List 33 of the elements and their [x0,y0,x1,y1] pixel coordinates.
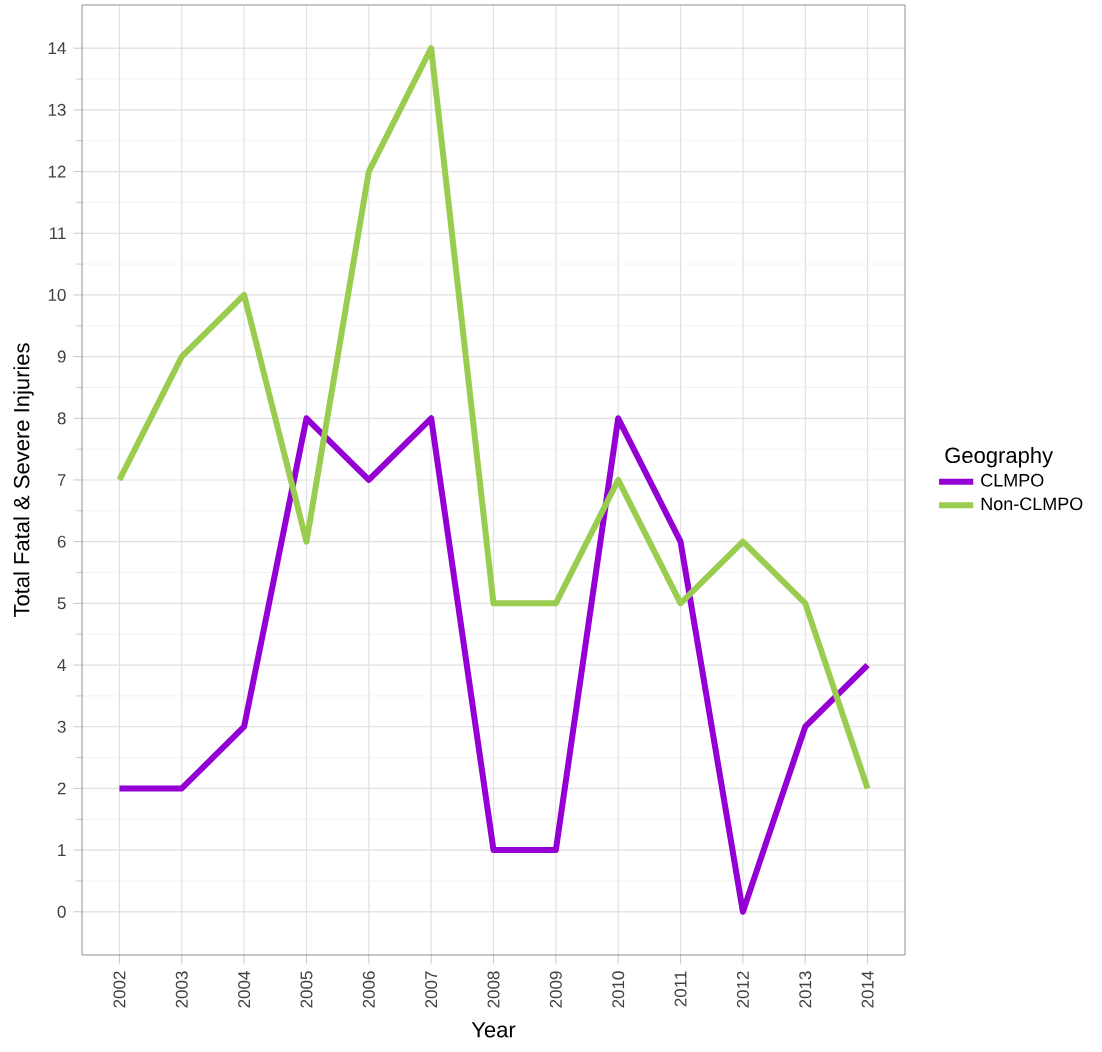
x-tick-label: 2011 [674,971,687,1007]
y-tick-label: 1 [58,844,66,856]
legend-label: CLMPO [981,473,1044,487]
x-tick-label: 2004 [238,971,251,1008]
y-tick-label: 5 [57,597,66,610]
y-tick-label: 12 [48,165,66,178]
y-tick-label: 9 [57,350,66,363]
y-tick-label: 10 [48,288,66,301]
y-tick-label: 7 [57,474,66,486]
y-tick-label: 14 [48,42,66,55]
x-tick-label: 2009 [549,971,562,1008]
x-tick-label: 2006 [362,971,375,1008]
x-axis-title: Year [471,1022,516,1038]
y-tick-label: 4 [57,659,66,671]
y-tick-label: 8 [57,412,66,425]
y-tick-label: 3 [57,720,66,733]
y-axis-title: Total Fatal & Severe Injuries [13,343,34,618]
x-tick-label: 2012 [736,971,749,1008]
legend-label: Non-CLMPO [981,497,1083,511]
x-tick-label: 2003 [175,971,188,1008]
y-tick-label: 6 [57,535,66,548]
legend-title: Geography [945,446,1054,468]
y-tick-label: 13 [48,103,66,116]
x-tick-label: 2008 [487,971,500,1008]
y-tick-label: 11 [50,227,66,240]
y-tick-label: 2 [57,782,66,795]
x-tick-label: 2002 [113,971,126,1008]
x-tick-label: 2010 [612,971,625,1008]
x-tick-label: 2007 [425,971,438,1008]
x-tick-label: 2013 [799,971,812,1008]
x-tick-label: 2005 [300,971,313,1008]
y-tick-label: 0 [57,905,66,918]
x-tick-label: 2014 [861,971,874,1008]
